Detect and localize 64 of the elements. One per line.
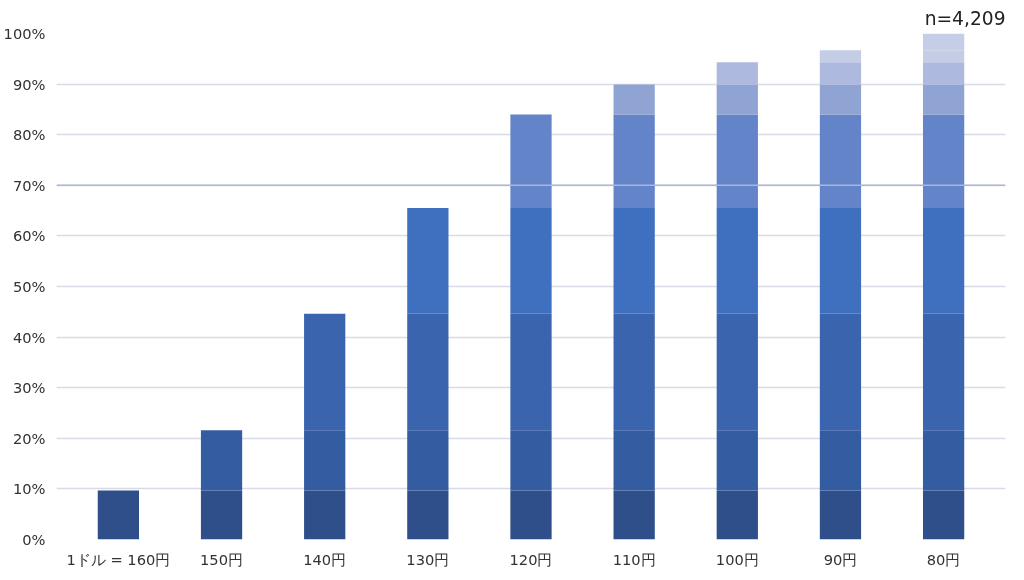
bar <box>922 208 965 314</box>
bar <box>819 114 862 209</box>
y-tick-label: 100% <box>3 25 46 42</box>
bar <box>922 84 965 115</box>
bar <box>716 430 758 491</box>
bar <box>819 84 862 115</box>
y-tick-label: 10% <box>12 480 46 498</box>
x-tick-label: 90円 <box>823 550 858 568</box>
bar <box>304 313 346 431</box>
x-tick-label: 150円 <box>200 550 244 568</box>
bar <box>716 490 758 540</box>
bar <box>819 50 862 63</box>
x-tick-label: 1ドル = 160円 <box>66 550 171 568</box>
bar <box>200 430 243 491</box>
bar <box>922 430 965 491</box>
x-tick-label: 140円 <box>303 550 347 568</box>
bar <box>613 114 655 209</box>
y-tick-label: 70% <box>12 176 46 194</box>
bar <box>510 430 552 491</box>
bar <box>304 430 346 491</box>
bar <box>716 114 758 209</box>
x-tick-label: 80円 <box>926 550 961 568</box>
bar <box>716 313 758 431</box>
bar <box>922 62 965 85</box>
bar <box>407 430 449 491</box>
bar <box>510 313 552 431</box>
y-tick-label: 40% <box>12 328 46 346</box>
y-tick-label: 30% <box>12 379 46 397</box>
bar <box>819 62 862 85</box>
y-tick-label: 80% <box>12 126 46 144</box>
bar <box>716 62 758 85</box>
y-tick-label: 50% <box>12 278 46 295</box>
bar <box>613 313 655 431</box>
bar <box>922 313 965 431</box>
text: n=4,209 <box>924 7 1006 29</box>
bar <box>819 490 862 540</box>
bar <box>922 490 965 540</box>
x-tick-label: 130円 <box>406 550 450 568</box>
bar <box>97 490 140 540</box>
y-tick-label: 90% <box>12 75 46 93</box>
y-tick-label: 20% <box>12 429 46 447</box>
y-tick-label: 60% <box>12 227 46 245</box>
bar <box>304 490 346 540</box>
bar <box>613 490 655 540</box>
x-tick-label: 100円 <box>715 550 759 568</box>
bar <box>200 490 243 540</box>
bar <box>716 208 758 314</box>
bar <box>407 313 449 431</box>
bar <box>922 114 965 209</box>
y-tick-label: 0% <box>22 531 46 548</box>
bar <box>716 84 758 115</box>
x-tick-label: 120円 <box>509 550 553 568</box>
bar <box>613 84 655 115</box>
bar <box>819 208 862 314</box>
bar <box>613 430 655 491</box>
bar <box>407 490 449 540</box>
x-tick-label: 110円 <box>612 550 656 568</box>
bar <box>819 430 862 491</box>
bar <box>819 313 862 431</box>
bar <box>510 114 552 209</box>
bar <box>510 208 552 314</box>
bar <box>407 208 449 314</box>
bar <box>613 208 655 314</box>
bar <box>510 490 552 540</box>
